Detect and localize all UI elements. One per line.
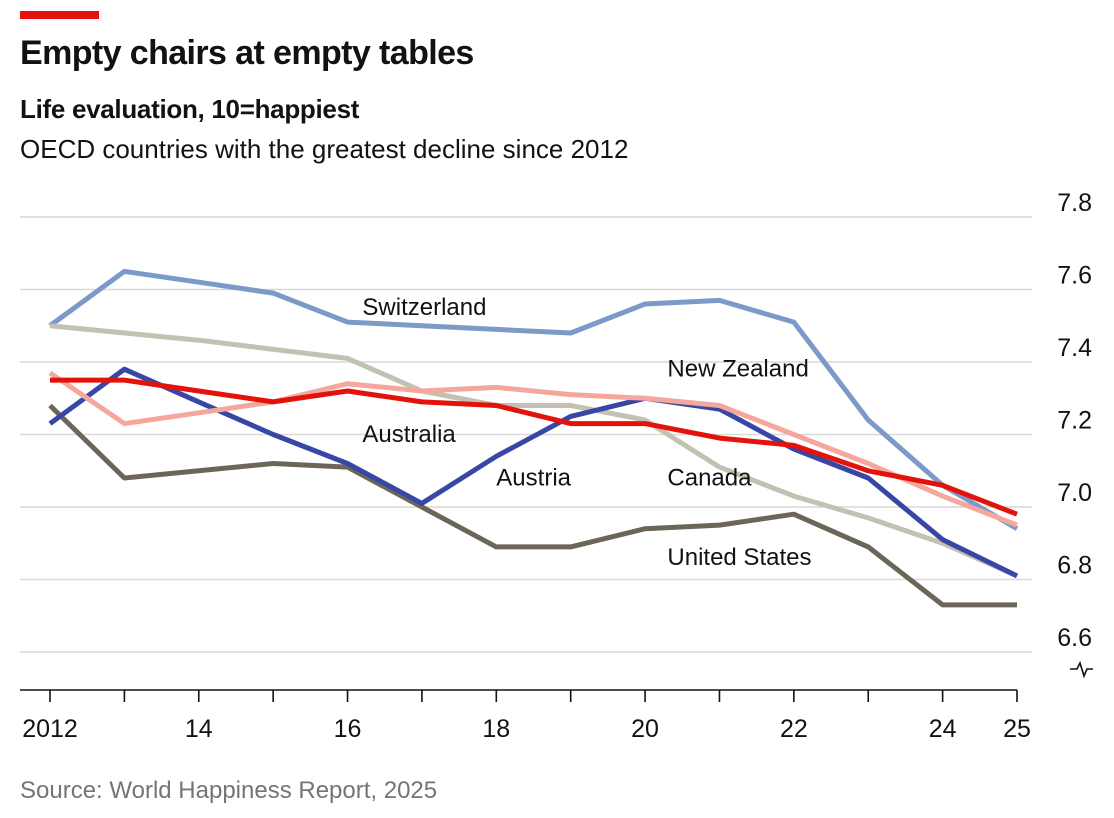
series-line-canada bbox=[49, 323, 1019, 579]
series-label-australia: Australia bbox=[362, 421, 456, 448]
x-tick-label: 16 bbox=[334, 715, 362, 743]
series-line-united-states bbox=[48, 403, 1017, 608]
y-axis: 6.6 6.8 7.0 7.2 7.4 7.6 7.8 bbox=[1057, 189, 1093, 679]
source-note: Source: World Happiness Report, 2025 bbox=[20, 777, 438, 804]
y-tick-label: 7.6 bbox=[1057, 262, 1092, 290]
series-line-switzerland bbox=[48, 268, 1019, 531]
chart-description: OECD countries with the greatest decline… bbox=[20, 134, 629, 164]
series-label-switzerland: Switzerland bbox=[362, 294, 486, 321]
x-tick-label: 25 bbox=[1003, 715, 1031, 743]
y-tick-label: 7.8 bbox=[1057, 189, 1092, 217]
x-axis: 2012 14 16 18 20 22 24 25 bbox=[20, 689, 1031, 743]
y-tick-label: 6.8 bbox=[1057, 552, 1092, 580]
accent-bar bbox=[20, 11, 99, 19]
series-label-new-zealand: New Zealand bbox=[667, 356, 808, 383]
x-tick-label: 22 bbox=[780, 715, 808, 743]
series-line-new-zealand bbox=[48, 370, 1018, 528]
series-line-australia bbox=[50, 377, 1018, 517]
x-tick-label: 24 bbox=[929, 715, 957, 743]
axis-break-icon bbox=[1070, 660, 1093, 679]
y-tick-label: 7.2 bbox=[1057, 407, 1092, 435]
chart-subtitle: Life evaluation, 10=happiest bbox=[20, 94, 360, 124]
y-tick-label: 7.0 bbox=[1057, 479, 1092, 507]
series-label-canada: Canada bbox=[667, 464, 752, 491]
chart-title: Empty chairs at empty tables bbox=[20, 34, 474, 72]
series-label-austria: Austria bbox=[496, 464, 571, 491]
series-lines bbox=[48, 268, 1019, 608]
y-tick-label: 7.4 bbox=[1057, 334, 1092, 362]
x-tick-label: 20 bbox=[631, 715, 659, 743]
x-tick-label: 2012 bbox=[22, 715, 78, 743]
gridlines bbox=[20, 216, 1032, 653]
series-labels: Switzerland Canada United States Austria New… bbox=[362, 294, 811, 571]
x-tick-label: 18 bbox=[482, 715, 510, 743]
series-line-austria bbox=[48, 366, 1019, 579]
series-label-united-states: United States bbox=[667, 544, 811, 571]
x-tick-label: 14 bbox=[185, 715, 213, 743]
y-tick-label: 6.6 bbox=[1057, 624, 1092, 652]
